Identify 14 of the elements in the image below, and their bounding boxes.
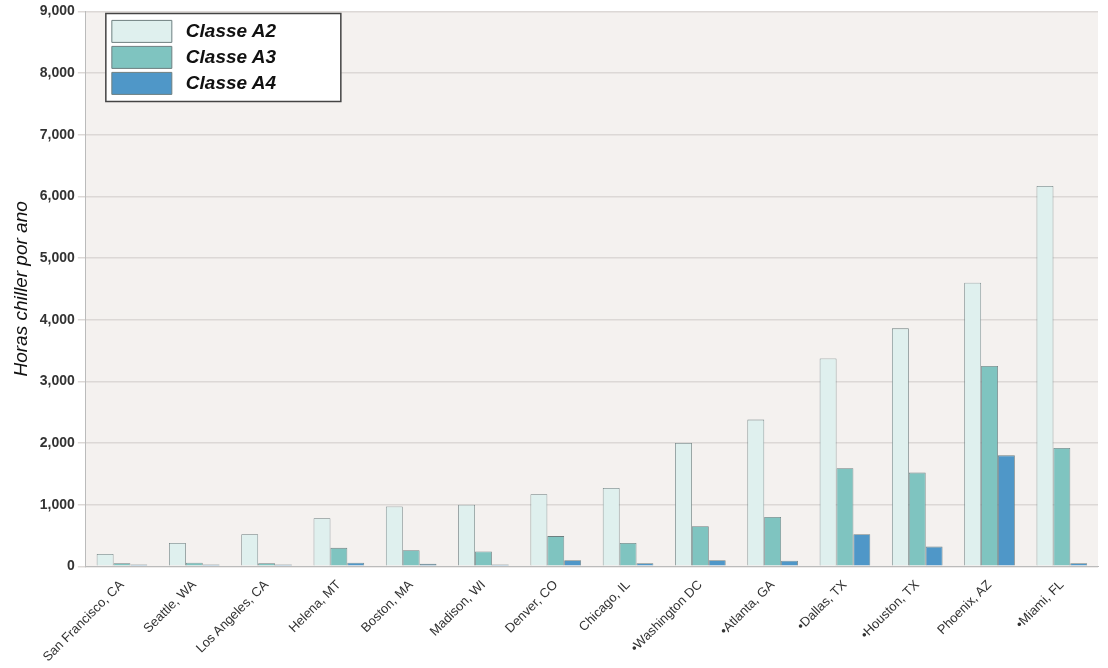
y-tick-label: 5,000 <box>39 248 76 265</box>
y-tick-label: 6,000 <box>39 187 76 204</box>
legend-label: Classe A3 <box>185 45 277 67</box>
legend-label: Classe A2 <box>185 19 277 41</box>
y-axis-title: Horas chiller por ano <box>9 201 31 377</box>
y-tick-label: 0 <box>67 557 76 574</box>
y-tick-label: 9,000 <box>39 2 76 19</box>
y-tick-label: 7,000 <box>39 125 76 142</box>
y-tick-label: 2,000 <box>39 433 76 450</box>
y-tick-label: 3,000 <box>39 372 76 389</box>
y-tick-label: 8,000 <box>39 63 76 80</box>
legend-label: Classe A4 <box>185 71 277 93</box>
y-tick-label: 4,000 <box>39 310 76 327</box>
y-tick-label: 1,000 <box>39 495 76 512</box>
